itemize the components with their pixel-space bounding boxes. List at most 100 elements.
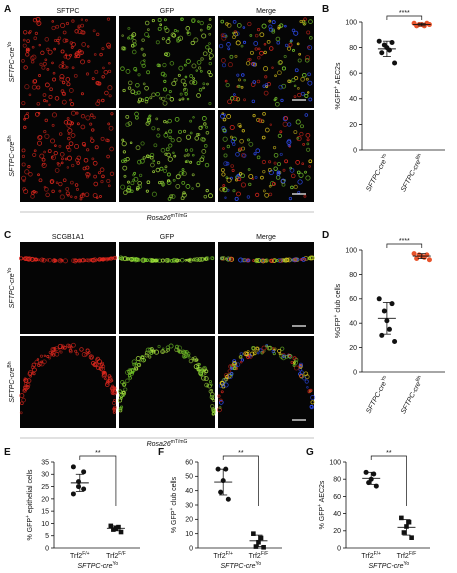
x-tick-label: Trf2F/+ [361,551,381,560]
cell [140,47,144,51]
cell [140,141,145,146]
footer-label-part: mT/mG [171,213,188,219]
cell [128,376,133,380]
cell [101,75,105,79]
x-tick-label-part: F/+ [82,551,89,557]
cell [308,165,311,168]
cell [42,162,45,166]
cell [121,34,124,37]
significance-bracket [79,455,117,506]
cell [248,58,252,61]
cell [296,170,301,175]
cell [202,86,205,90]
cell [268,160,272,164]
cell [157,17,162,23]
cell [189,160,193,164]
cell [109,257,112,260]
data-point [426,257,432,263]
cell [30,55,35,61]
panel-label: D [322,230,329,241]
cell [38,43,42,47]
cell [184,75,188,79]
cell [118,406,123,411]
cell [27,164,31,169]
data-point [386,47,392,53]
cell [201,257,205,262]
cell [123,387,128,392]
cell [173,77,178,82]
cell [234,366,238,371]
cell [65,77,71,82]
cell [90,138,95,143]
cell [191,18,196,23]
cell [256,28,261,32]
cell [252,351,257,356]
significance-label: ** [386,450,392,457]
cell [157,26,162,31]
cell [59,194,65,200]
cell [227,62,233,68]
cell [69,195,73,198]
cell [74,258,78,263]
data-point [366,480,372,486]
cell [299,374,304,378]
cell [19,393,25,399]
cell [57,343,63,349]
cell [290,173,296,179]
cell [107,377,113,383]
cell [204,369,209,374]
cell [66,120,72,126]
cell [237,84,241,88]
cell [61,80,66,85]
x-axis-label-part: SFTPC-cre [369,563,404,570]
cell [191,173,195,177]
cell [199,369,204,373]
cell [302,376,307,381]
cell [259,32,265,38]
cell [168,143,173,148]
cell [233,31,239,37]
cell [149,155,154,160]
cell [233,30,238,34]
cell [208,380,212,384]
cell [279,353,285,359]
cell [39,257,45,263]
cell [200,57,204,61]
cell [301,257,306,262]
y-axis-label: %GFP+ AEC2s [333,62,342,109]
x-axis-label-part: Yo [256,561,262,567]
cell [66,82,71,87]
y-axis-label-part: %GFP [335,317,342,338]
cell [223,382,229,388]
cell [60,49,65,54]
cell [261,135,266,140]
cell [240,173,245,179]
cell [26,257,30,261]
cell [307,91,310,94]
y-axis-label-part: + [317,504,323,507]
cell [271,29,276,34]
cell [308,19,313,24]
cell [62,178,67,183]
cell [279,152,283,156]
cell [240,85,244,89]
cell [269,258,275,263]
cell [137,180,142,186]
y-axis-label-part: % GFP [27,518,34,541]
cell [169,97,175,102]
cell [248,182,252,186]
cell [130,36,134,40]
cell [222,147,225,150]
y-tick-label: 0 [337,545,341,552]
cell [77,26,81,29]
cell [79,197,83,201]
cell [199,20,204,26]
y-tick-label: 10 [41,521,49,528]
cell [191,357,195,360]
cell [159,166,164,171]
cell [208,32,212,36]
cell [132,178,136,182]
micrograph [20,110,116,202]
cell [106,178,111,184]
y-tick-label: 80 [349,45,357,52]
